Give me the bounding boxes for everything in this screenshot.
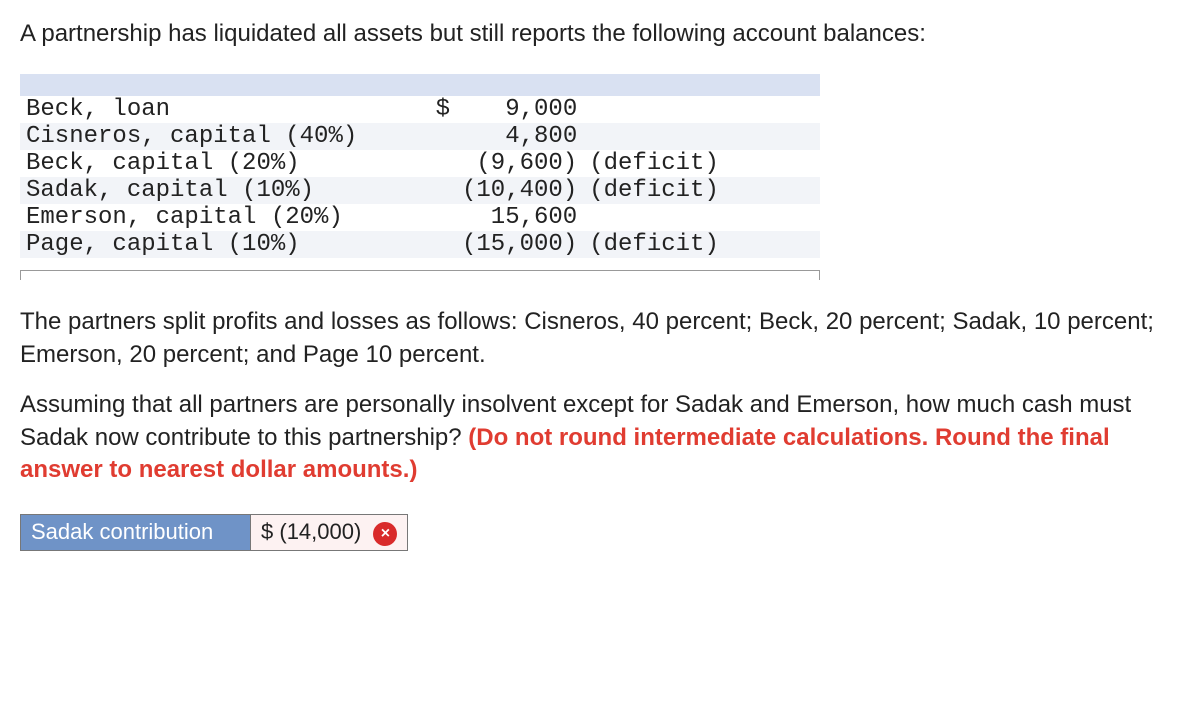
table-footer-rule: [20, 270, 820, 280]
answer-table: Sadak contribution $ (14,000) ×: [20, 514, 408, 550]
incorrect-icon: ×: [373, 522, 397, 546]
balance-amount: 4,800: [456, 123, 583, 150]
balance-currency: [420, 150, 456, 177]
balance-note: [583, 204, 820, 231]
balance-currency: [420, 123, 456, 150]
balance-note: [583, 123, 820, 150]
balance-label: Beck, loan: [20, 96, 420, 123]
balance-amount: (15,000): [456, 231, 583, 258]
answer-label: Sadak contribution: [21, 515, 251, 550]
balance-currency: [420, 204, 456, 231]
balance-note: (deficit): [583, 231, 820, 258]
balance-currency: [420, 231, 456, 258]
table-row: Emerson, capital (20%) 15,600: [20, 204, 820, 231]
balance-amount: 15,600: [456, 204, 583, 231]
answer-currency: $: [261, 519, 273, 544]
balance-label: Cisneros, capital (40%): [20, 123, 420, 150]
answer-value-cell[interactable]: $ (14,000) ×: [251, 515, 408, 550]
balance-amount: 9,000: [456, 96, 583, 123]
answer-value: (14,000): [279, 519, 361, 544]
balance-currency: $: [420, 96, 456, 123]
balance-amount: (10,400): [456, 177, 583, 204]
question-text: Assuming that all partners are personall…: [20, 389, 1180, 486]
table-row: Sadak, capital (10%) (10,400)(deficit): [20, 177, 820, 204]
table-row: Beck, loan$9,000: [20, 96, 820, 123]
balance-currency: [420, 177, 456, 204]
table-row: Cisneros, capital (40%) 4,800: [20, 123, 820, 150]
balance-label: Page, capital (10%): [20, 231, 420, 258]
table-header-blank: [20, 74, 820, 96]
balance-label: Emerson, capital (20%): [20, 204, 420, 231]
balance-note: [583, 96, 820, 123]
balance-note: (deficit): [583, 177, 820, 204]
answer-row: Sadak contribution $ (14,000) ×: [21, 515, 408, 550]
balance-amount: (9,600): [456, 150, 583, 177]
balance-note: (deficit): [583, 150, 820, 177]
table-row: Beck, capital (20%) (9,600)(deficit): [20, 150, 820, 177]
balance-label: Beck, capital (20%): [20, 150, 420, 177]
intro-text: A partnership has liquidated all assets …: [20, 18, 1180, 50]
table-row: Page, capital (10%) (15,000)(deficit): [20, 231, 820, 258]
profit-split-text: The partners split profits and losses as…: [20, 306, 1180, 371]
balance-label: Sadak, capital (10%): [20, 177, 420, 204]
balances-table: Beck, loan$9,000Cisneros, capital (40%)4…: [20, 74, 820, 258]
